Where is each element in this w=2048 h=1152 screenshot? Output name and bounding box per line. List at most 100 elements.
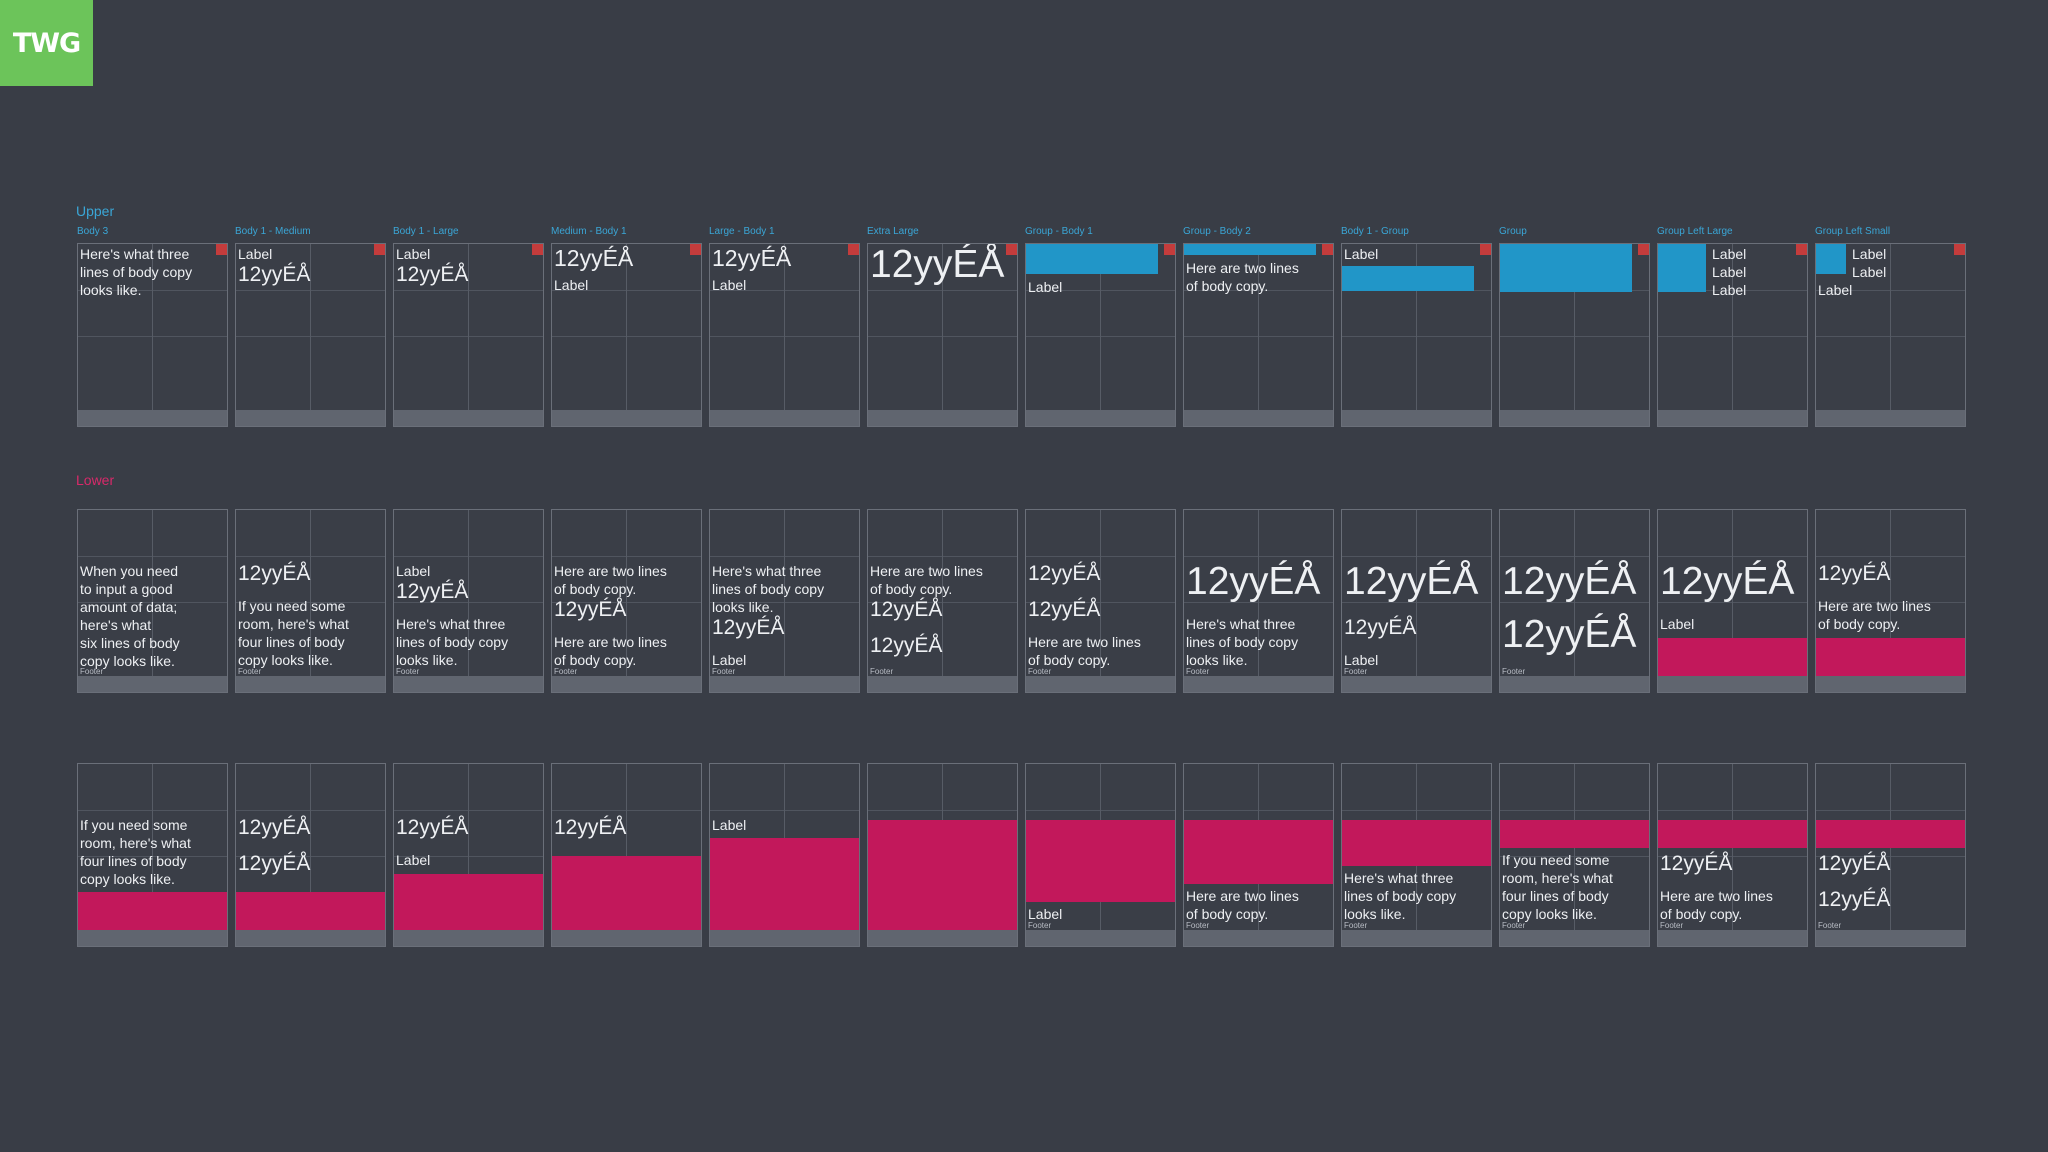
card-preview: 12yyÉÅ If you need some room, here's what… (235, 509, 386, 693)
card-footer: Footer (712, 667, 736, 676)
card-bottom-bar (78, 410, 227, 426)
card-preview: 12yyÉÅ Label (1657, 509, 1808, 693)
template-card[interactable] (867, 745, 1018, 947)
card-preview: Label 12yyÉÅ Here's what three lines of b… (393, 509, 544, 693)
grid-line (152, 244, 153, 410)
card-label: Label (396, 852, 431, 868)
card-sample-text: 12yyÉÅ (1660, 852, 1733, 875)
card-sample-text: 12yyÉÅ (1028, 562, 1101, 585)
card-title: Medium - Body 1 (551, 226, 627, 237)
card-body-text: Here's what three lines of body copy looks… (80, 246, 193, 298)
template-card[interactable]: Body 1 - Large Label 12yyÉÅ (393, 225, 544, 427)
card-preview: 12yyÉÅ 12yyÉÅ Label Footer (1341, 509, 1492, 693)
template-card[interactable]: Group - Body 1 Label (1025, 225, 1176, 427)
template-card[interactable]: Medium - Body 1 12yyÉÅ Label (551, 225, 702, 427)
template-card[interactable]: Here are two lines of body copy. 12yyÉÅ H… (551, 491, 702, 693)
card-label: Label (1344, 246, 1379, 262)
card-bottom-bar (1816, 410, 1965, 426)
card-body-text: Here's what three lines of body copy looks… (1344, 870, 1457, 922)
section-label-lower: Lower (76, 472, 115, 488)
card-sample-text: 12yyÉÅ (1502, 613, 1637, 656)
card-label: Label Label Label (1712, 246, 1747, 298)
card-bottom-bar (236, 410, 385, 426)
card-preview: Label (1025, 243, 1176, 427)
card-preview: Label (1341, 243, 1492, 427)
template-card[interactable]: 12yyÉÅ Here are two lines of body copy. F… (1657, 745, 1808, 947)
marker-icon (532, 244, 543, 255)
card-bottom-bar (1816, 930, 1965, 946)
template-card[interactable]: Extra Large 12yyÉÅ (867, 225, 1018, 427)
card-bottom-bar (552, 410, 701, 426)
marker-icon (690, 244, 701, 255)
template-card[interactable]: 12yyÉÅ 12yyÉÅ Footer (1815, 745, 1966, 947)
card-title: Extra Large (867, 226, 919, 237)
template-card[interactable]: 12yyÉÅ If you need some room, here's what… (235, 491, 386, 693)
card-title: Group Left Small (1815, 226, 1891, 237)
template-card[interactable]: Body 1 - Group Label (1341, 225, 1492, 427)
card-title: Group Left Large (1657, 226, 1733, 237)
card-label: Label (1344, 652, 1379, 668)
card-label: Label (712, 817, 747, 833)
template-card[interactable]: 12yyÉÅ 12yyÉÅ Footer (1499, 491, 1650, 693)
template-card[interactable]: 12yyÉÅ 12yyÉÅ Here are two lines of body … (1025, 491, 1176, 693)
template-card[interactable]: When you need to input a good amount of da… (77, 491, 228, 693)
template-card[interactable]: Large - Body 1 12yyÉÅ Label (709, 225, 860, 427)
template-card[interactable]: 12yyÉÅ Here's what three lines of body co… (1183, 491, 1334, 693)
card-bottom-bar (1342, 676, 1491, 692)
template-card[interactable]: Here's what three lines of body copy looks… (709, 491, 860, 693)
card-sample-text: 12yyÉÅ (1344, 560, 1479, 603)
grid-line (1890, 244, 1891, 410)
template-card[interactable]: If you need some room, here's what four li… (77, 745, 228, 947)
lower-row-1: When you need to input a good amount of da… (77, 491, 1971, 693)
card-body-text: Here's what three lines of body copy looks… (712, 563, 825, 615)
card-preview: Here are two lines of body copy. 12yyÉÅ 1… (867, 509, 1018, 693)
card-label: Label (1028, 279, 1063, 295)
card-bottom-bar (236, 930, 385, 946)
card-bottom-bar (1342, 930, 1491, 946)
card-sample-text: 12yyÉÅ (870, 634, 943, 657)
template-card[interactable]: Here are two lines of body copy. 12yyÉÅ 1… (867, 491, 1018, 693)
card-bottom-bar (1658, 410, 1807, 426)
card-preview: Label 12yyÉÅ (393, 243, 544, 427)
template-card[interactable]: 12yyÉÅ Label (393, 745, 544, 947)
template-card[interactable]: Group Left Small Label Label Label (1815, 225, 1966, 427)
card-bottom-bar (552, 676, 701, 692)
template-card[interactable]: Body 1 - Medium Label 12yyÉÅ (235, 225, 386, 427)
template-card[interactable]: Here are two lines of body copy. Footer (1183, 745, 1334, 947)
template-card[interactable]: 12yyÉÅ Label (1657, 491, 1808, 693)
card-footer: Footer (396, 667, 420, 676)
template-card[interactable]: Label (709, 745, 860, 947)
grid-line (626, 244, 627, 410)
template-card[interactable]: 12yyÉÅ (551, 745, 702, 947)
template-card[interactable]: Group Left Large Label Label Label (1657, 225, 1808, 427)
template-card[interactable]: Here's what three lines of body copy looks… (1341, 745, 1492, 947)
card-label: Label (1818, 282, 1853, 298)
card-bottom-bar (394, 930, 543, 946)
template-card[interactable]: Group - Body 2 Here are two lines of body… (1183, 225, 1334, 427)
card-sample-text: 12yyÉÅ (870, 598, 943, 621)
card-bottom-bar (1658, 930, 1807, 946)
template-card[interactable]: Label 12yyÉÅ Here's what three lines of b… (393, 491, 544, 693)
card-preview: Here are two lines of body copy. Footer (1183, 763, 1334, 947)
card-preview: Label Label Label (1815, 243, 1966, 427)
template-card[interactable]: 12yyÉÅ 12yyÉÅ (235, 745, 386, 947)
card-title: Body 1 - Group (1341, 226, 1409, 237)
card-label: Label (712, 277, 747, 293)
card-preview (867, 763, 1018, 947)
template-card[interactable]: 12yyÉÅ 12yyÉÅ Label Footer (1341, 491, 1492, 693)
card-sample-text: 12yyÉÅ (554, 598, 627, 621)
card-sample-text: 12yyÉÅ (870, 243, 1005, 286)
grid-line (1732, 244, 1733, 410)
card-label: Label (554, 277, 589, 293)
template-card[interactable]: Group (1499, 225, 1650, 427)
fill-block (1816, 638, 1965, 676)
template-card[interactable]: Label Footer (1025, 745, 1176, 947)
template-card[interactable]: 12yyÉÅ Here are two lines of body copy. (1815, 491, 1966, 693)
template-card[interactable]: Body 3 Here's what three lines of body co… (77, 225, 228, 427)
card-label: Label (1660, 616, 1695, 632)
fill-block (1026, 820, 1175, 902)
marker-icon (1796, 244, 1807, 255)
template-card[interactable]: If you need some room, here's what four li… (1499, 745, 1650, 947)
card-bottom-bar (1500, 410, 1649, 426)
card-preview: 12yyÉÅ (867, 243, 1018, 427)
